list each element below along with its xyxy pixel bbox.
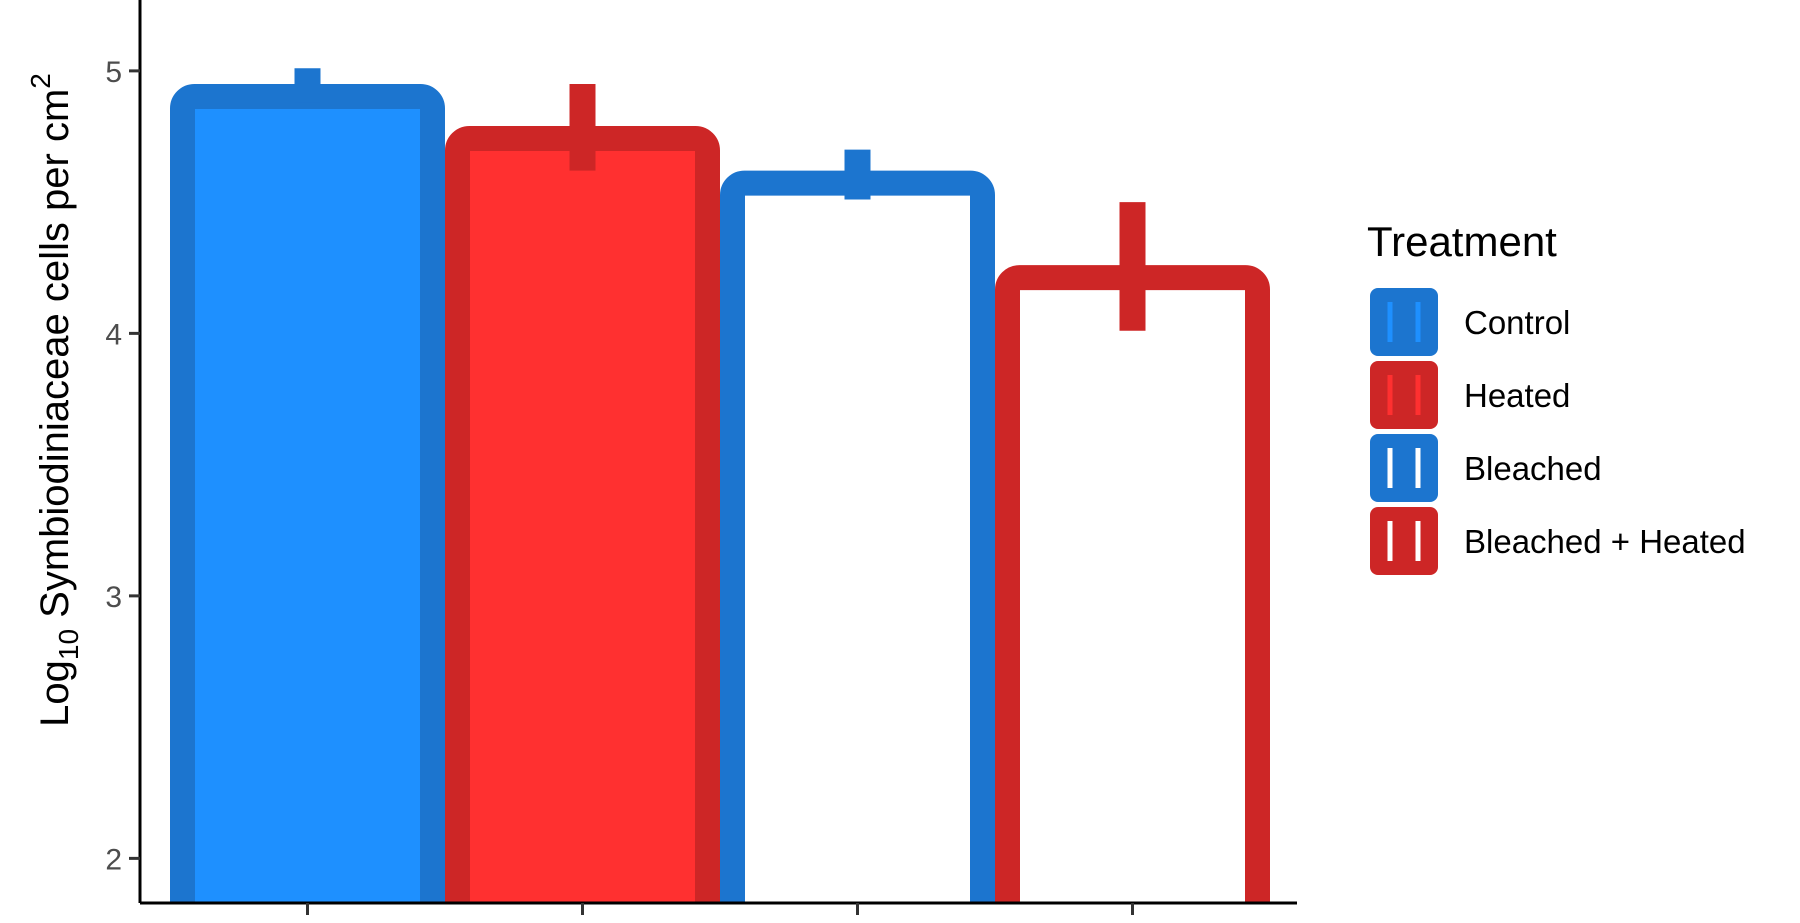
- y-ticks-group: 2 3 4 5: [105, 56, 140, 876]
- y-axis-title: Log10 Symbiodiniaceae cells per cm2: [25, 73, 84, 727]
- legend-key-bleached-heated: [1370, 507, 1438, 575]
- y-axis-title-superscript: 2: [25, 73, 56, 89]
- error-bars-group: [294, 68, 1146, 331]
- y-axis-title-base: Log: [33, 660, 77, 727]
- x-ticks-group: [306, 903, 1134, 915]
- y-axis-title-subscript: 10: [53, 629, 84, 660]
- bar-bleached-heated: [995, 265, 1270, 903]
- bar-heated: [445, 126, 720, 903]
- legend-entry-bleached: Bleached: [1370, 434, 1602, 502]
- legend-key-bleached: [1370, 434, 1438, 502]
- bar-control: [170, 84, 445, 903]
- legend: Treatment Control Heated Bleached Bleached …: [1367, 218, 1746, 575]
- legend-entries: Control Heated Bleached Bleached + Heated: [1370, 288, 1746, 575]
- legend-label-control: Control: [1464, 304, 1570, 341]
- bars-group: [170, 84, 1270, 903]
- legend-entry-heated: Heated: [1370, 361, 1570, 429]
- legend-entry-bleached-heated: Bleached + Heated: [1370, 507, 1746, 575]
- y-tick-label: 5: [105, 56, 122, 89]
- axes-group: [138, 0, 1297, 905]
- legend-title: Treatment: [1367, 218, 1557, 265]
- legend-label-heated: Heated: [1464, 377, 1570, 414]
- y-tick-label: 3: [105, 581, 122, 614]
- legend-entry-control: Control: [1370, 288, 1570, 356]
- legend-key-heated: [1370, 361, 1438, 429]
- bar-bleached: [720, 170, 995, 903]
- y-tick-label: 2: [105, 843, 122, 876]
- legend-label-bleached-heated: Bleached + Heated: [1464, 523, 1746, 560]
- y-axis-title-rest: Symbiodiniaceae cells per cm: [33, 89, 77, 629]
- y-tick-label: 4: [105, 318, 122, 351]
- legend-key-control: [1370, 288, 1438, 356]
- legend-label-bleached: Bleached: [1464, 450, 1602, 487]
